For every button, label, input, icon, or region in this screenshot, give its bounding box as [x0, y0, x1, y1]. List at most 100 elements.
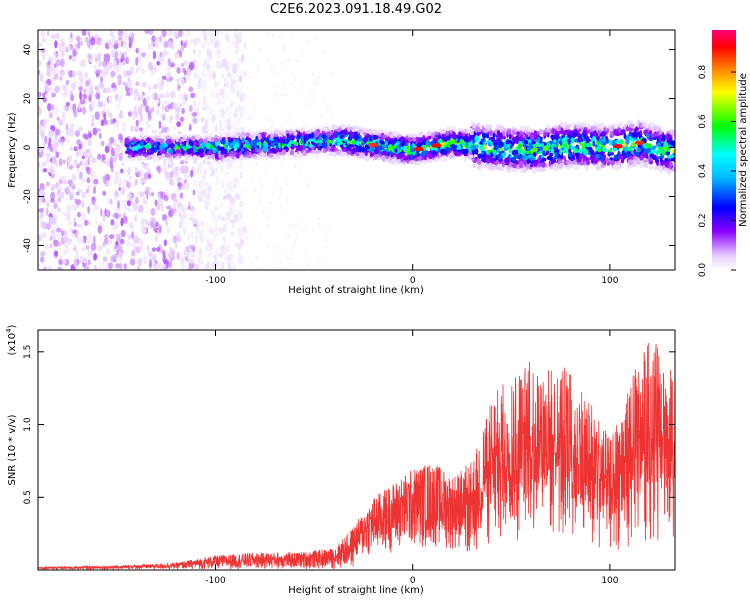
heatmap-cell	[230, 74, 233, 78]
heatmap-cell	[217, 101, 220, 106]
heatmap-cell	[188, 86, 194, 92]
heatmap-cell	[48, 265, 53, 270]
heatmap-cell	[287, 143, 291, 148]
heatmap-cell	[207, 245, 212, 253]
heatmap-cell	[289, 135, 296, 141]
heatmap-cell	[282, 46, 286, 51]
heatmap-cell	[222, 236, 225, 241]
heatmap-cell	[126, 192, 132, 200]
heatmap-cell	[352, 147, 356, 154]
heatmap-cell	[352, 126, 356, 131]
heatmap-cell	[221, 51, 225, 57]
heatmap-cell	[580, 123, 586, 127]
heatmap-cell	[179, 192, 184, 199]
heatmap-cell	[191, 111, 197, 118]
heatmap-cell	[633, 128, 637, 134]
heatmap-cell	[483, 156, 487, 163]
heatmap-cell	[552, 159, 556, 163]
heatmap-cell	[646, 133, 650, 139]
heatmap-cell	[165, 91, 170, 98]
heatmap-cell	[562, 150, 568, 154]
heatmap-cell	[53, 107, 60, 116]
heatmap-cell	[571, 134, 576, 138]
heatmap-cell	[84, 266, 90, 270]
heatmap-cell	[521, 125, 526, 131]
heatmap-ytick-label: 40	[23, 44, 33, 56]
heatmap-cell	[165, 128, 169, 133]
heatmap-cell	[520, 150, 526, 156]
heatmap-cell	[153, 66, 158, 73]
heatmap-cell	[128, 222, 134, 230]
heatmap-cell	[69, 165, 73, 170]
heatmap-cell	[193, 72, 199, 80]
heatmap-cell	[224, 252, 228, 260]
heatmap-cell	[285, 254, 289, 259]
heatmap-cell	[97, 53, 101, 62]
heatmap-cell	[324, 238, 327, 243]
heatmap-cell	[353, 133, 359, 139]
snr-marks	[38, 342, 675, 570]
heatmap-cell	[244, 187, 247, 192]
heatmap-cell	[651, 154, 657, 161]
heatmap-cell	[126, 45, 130, 53]
heatmap-cell	[627, 146, 632, 152]
heatmap-cell	[81, 212, 87, 222]
heatmap-cell	[655, 150, 660, 154]
heatmap-cell	[147, 173, 152, 179]
heatmap-cell	[42, 51, 46, 60]
heatmap-cell	[179, 160, 185, 165]
heatmap-cell	[122, 81, 127, 86]
snr-ytick-label: 0.5	[23, 490, 33, 504]
heatmap-cell	[132, 157, 138, 161]
heatmap-cell	[240, 110, 243, 119]
heatmap-cell	[113, 244, 119, 250]
heatmap-cell	[70, 83, 75, 90]
heatmap-cell	[526, 160, 531, 164]
heatmap-cell	[304, 253, 307, 258]
heatmap-cell	[117, 200, 120, 209]
heatmap-cell	[519, 168, 524, 174]
heatmap-cell	[402, 146, 408, 151]
heatmap-cell	[76, 149, 79, 158]
heatmap-cell	[46, 202, 50, 208]
heatmap-cell	[330, 147, 336, 152]
heatmap-cell	[75, 250, 79, 260]
heatmap-cell	[617, 150, 621, 157]
heatmap-cell	[124, 137, 130, 144]
heatmap-cell	[147, 251, 152, 257]
heatmap-cell	[134, 166, 138, 174]
heatmap-cell	[214, 205, 218, 212]
heatmap-cell	[62, 236, 69, 243]
heatmap-cell	[72, 175, 77, 181]
heatmap-cell	[308, 102, 311, 107]
heatmap-cell	[192, 189, 196, 196]
heatmap-cell	[124, 33, 130, 38]
heatmap-cell	[140, 148, 144, 154]
heatmap-cell	[192, 58, 197, 64]
heatmap-cell	[215, 94, 218, 99]
heatmap-xtick-label: 100	[601, 276, 618, 286]
heatmap-cell	[151, 35, 156, 43]
heatmap-cell	[422, 159, 426, 164]
heatmap-cell	[110, 219, 115, 226]
heatmap-cell	[85, 166, 89, 171]
heatmap-cell	[148, 30, 154, 36]
heatmap-cell	[110, 254, 115, 263]
heatmap-cell	[163, 239, 167, 247]
heatmap-cell	[174, 211, 180, 218]
heatmap-cell	[38, 208, 45, 213]
heatmap-cell	[154, 211, 158, 217]
heatmap-cell	[117, 245, 123, 252]
heatmap-cell	[381, 155, 386, 162]
heatmap-ytick-label: 0	[23, 144, 33, 150]
colorbar-tick-label: 0.4	[698, 164, 708, 179]
heatmap-cell	[637, 148, 641, 153]
heatmap-cell	[425, 137, 430, 141]
heatmap-cell	[246, 151, 250, 155]
heatmap-cell	[558, 125, 561, 131]
heatmap-cell	[86, 189, 89, 194]
heatmap-cell	[143, 172, 149, 181]
heatmap-cell	[53, 202, 58, 210]
heatmap-cell	[87, 139, 92, 147]
heatmap-cell	[226, 193, 232, 199]
